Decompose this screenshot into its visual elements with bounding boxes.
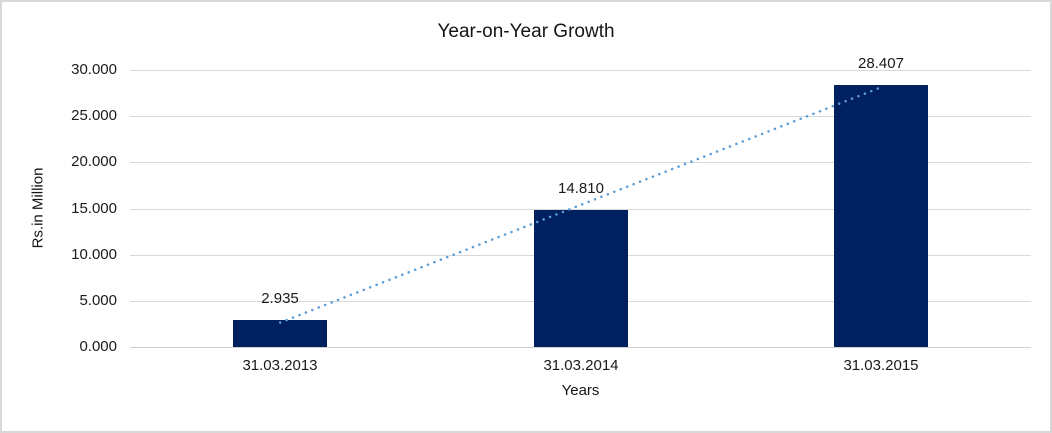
y-tick-label: 25.000 [71,107,117,124]
x-tick-label: 31.03.2015 [843,357,919,374]
y-tick-label: 10.000 [71,246,117,263]
chart-title: Year-on-Year Growth [437,21,615,42]
y-tick-label: 20.000 [71,153,117,170]
bar-value-label: 2.935 [261,290,299,307]
x-tick-label: 31.03.2014 [543,357,619,374]
bar [534,210,628,347]
y-tick-label: 0.000 [79,338,117,355]
bar-value-label: 28.407 [858,55,904,72]
bar [233,320,327,347]
x-axis-line [130,347,1031,348]
y-tick-label: 30.000 [71,61,117,78]
x-tick-label: 31.03.2013 [242,357,318,374]
bar [834,85,928,347]
bar-value-label: 14.810 [558,180,604,197]
y-tick-label: 15.000 [71,200,117,217]
x-axis-title: Years [561,382,600,399]
gridline [130,70,1031,71]
y-tick-label: 5.000 [79,292,117,309]
